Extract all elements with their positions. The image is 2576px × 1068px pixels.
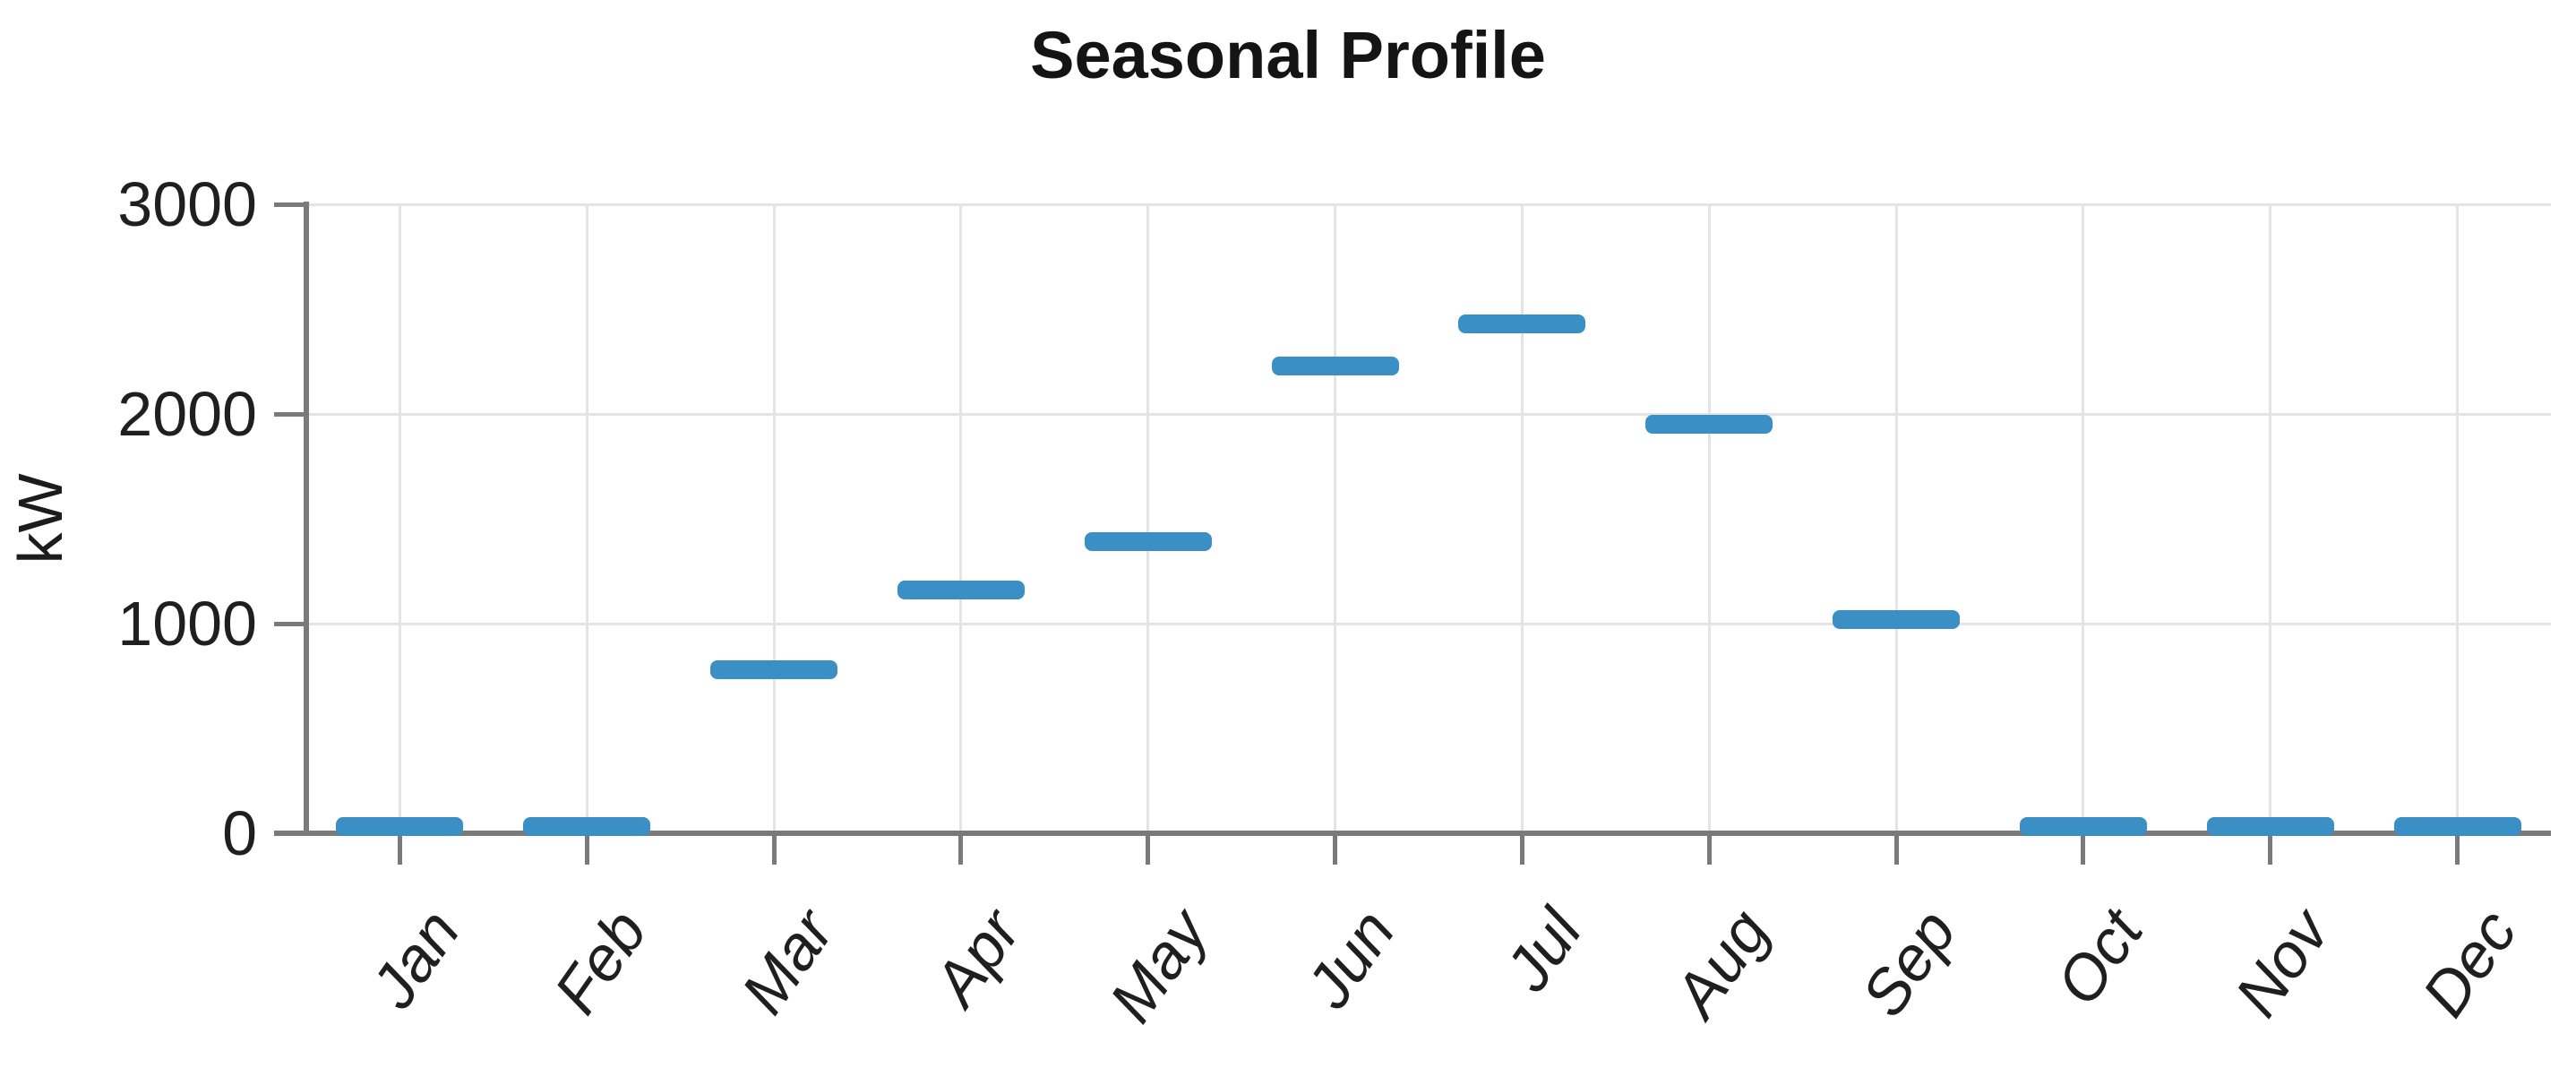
x-tick <box>2081 836 2086 865</box>
x-tick-label-apr: Apr <box>920 897 1034 1018</box>
data-marker-feb <box>523 817 651 837</box>
y-tick <box>274 202 306 207</box>
x-tick-label-sep: Sep <box>1847 897 1970 1029</box>
x-tick-label-mar: Mar <box>727 897 847 1026</box>
gridline-vertical <box>398 204 401 833</box>
data-marker-dec <box>2393 817 2521 837</box>
gridline-vertical <box>585 204 588 833</box>
x-tick <box>958 836 964 865</box>
x-tick <box>1519 836 1524 865</box>
data-marker-apr <box>897 581 1025 600</box>
x-tick-label-may: May <box>1095 897 1221 1035</box>
data-marker-jan <box>336 817 464 837</box>
x-tick-label-jun: Jun <box>1292 897 1408 1021</box>
gridline-vertical <box>959 204 963 833</box>
y-axis-title: kW <box>5 473 75 564</box>
data-marker-jul <box>1458 314 1586 333</box>
x-tick-label-oct: Oct <box>2042 897 2156 1018</box>
data-marker-nov <box>2206 817 2334 837</box>
data-marker-aug <box>1645 415 1773 435</box>
gridline-vertical <box>772 204 776 833</box>
x-tick-label-jan: Jan <box>356 897 473 1021</box>
x-tick <box>2268 836 2273 865</box>
gridline-horizontal <box>306 622 2551 625</box>
x-tick <box>397 836 402 865</box>
y-tick-label: 2000 <box>117 379 257 449</box>
gridline-horizontal <box>306 412 2551 416</box>
y-tick <box>274 831 306 836</box>
gridline-vertical <box>2082 204 2085 833</box>
data-marker-jun <box>1271 356 1399 375</box>
x-tick <box>1893 836 1899 865</box>
y-tick-label: 0 <box>222 798 257 868</box>
chart-title: Seasonal Profile <box>1030 18 1546 92</box>
x-tick <box>771 836 777 865</box>
x-tick <box>584 836 589 865</box>
y-tick <box>274 411 306 417</box>
data-marker-oct <box>2019 817 2147 837</box>
gridline-horizontal <box>306 202 2551 206</box>
x-tick-label-jul: Jul <box>1491 897 1595 1003</box>
y-tick-label: 1000 <box>117 589 257 659</box>
gridline-vertical <box>2269 204 2272 833</box>
gridline-vertical <box>1894 204 1898 833</box>
x-tick-label-dec: Dec <box>2409 897 2530 1029</box>
data-marker-may <box>1084 532 1212 552</box>
x-tick-label-nov: Nov <box>2221 897 2343 1029</box>
data-marker-sep <box>1833 609 1961 629</box>
gridline-vertical <box>1707 204 1711 833</box>
x-tick-label-feb: Feb <box>540 897 660 1026</box>
x-axis-line <box>274 831 2551 836</box>
x-tick <box>2455 836 2460 865</box>
gridline-vertical <box>1334 204 1337 833</box>
gridline-vertical <box>2456 204 2460 833</box>
x-tick <box>1706 836 1712 865</box>
x-tick <box>1333 836 1338 865</box>
y-axis-line <box>304 202 309 836</box>
y-tick-label: 3000 <box>117 169 257 239</box>
data-marker-mar <box>710 659 838 679</box>
x-tick <box>1146 836 1151 865</box>
gridline-vertical <box>1520 204 1524 833</box>
x-tick-label-aug: Aug <box>1660 897 1782 1029</box>
y-tick <box>274 621 306 626</box>
gridline-vertical <box>1146 204 1150 833</box>
